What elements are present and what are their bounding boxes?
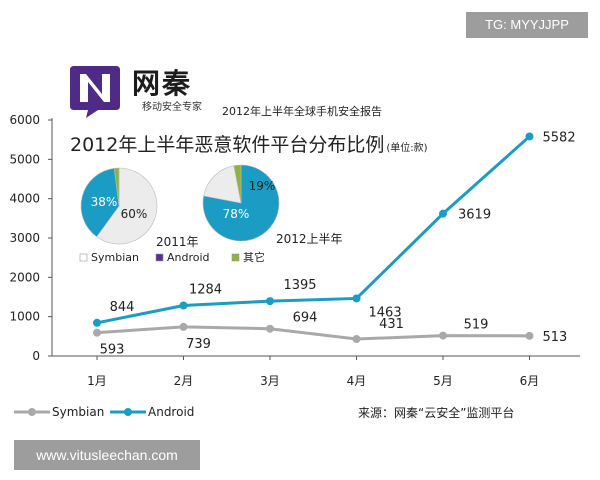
pie-legend-label: 其它: [243, 250, 265, 264]
report-title: 2012年上半年全球手机安全报告: [222, 105, 382, 118]
symbian-series-line: [96, 325, 530, 341]
chart-title-text: 2012年上半年恶意软件平台分布比例: [70, 134, 385, 156]
brand-slogan: 移动安全专家: [142, 102, 202, 113]
pie-legend-swatch: [155, 253, 164, 262]
pie-slice-其它: [233, 164, 242, 204]
pie-slice-label: 38%: [91, 195, 118, 209]
pie-slice-label: 60%: [121, 207, 148, 221]
y-tick-label: 6000: [9, 113, 40, 127]
x-tick-label: 3月: [260, 374, 280, 388]
android-point: [525, 132, 534, 141]
y-tick-label: 0: [32, 349, 40, 363]
pie-slice-label: 19%: [249, 179, 276, 193]
android-point: [266, 297, 274, 306]
x-tick-label: 5月: [433, 374, 453, 388]
android-legend-label: Android: [148, 405, 194, 419]
symbian-legend-label: Symbian: [52, 405, 104, 419]
symbian-data-label: 431: [379, 317, 404, 332]
pie-caption: 2012上半年: [276, 232, 343, 246]
pie-caption: 2011年: [156, 235, 199, 249]
x-tick-label: 1月: [87, 374, 107, 388]
y-tick-label: 5000: [9, 152, 40, 166]
android-point: [179, 301, 188, 310]
x-tick-label: 4月: [347, 374, 367, 388]
symbian-point: [179, 322, 188, 331]
symbian-legend-marker: [28, 408, 36, 416]
y-tick-label: 1000: [9, 310, 40, 324]
android-data-label: 1284: [189, 282, 222, 297]
y-tick-label: 4000: [9, 192, 40, 206]
android-point: [352, 294, 361, 303]
bottom-watermark-url: www.vitusleechan.com: [14, 440, 200, 470]
pie-slice-symbian: [203, 165, 242, 204]
chart-unit-label: (单位:款): [386, 143, 428, 154]
android-data-label: 844: [110, 300, 135, 315]
android-series-line: [96, 135, 531, 325]
symbian-data-label: 593: [100, 343, 125, 358]
android-data-label: 1463: [369, 305, 402, 320]
pie-slice-symbian: [96, 167, 158, 245]
android-data-label: 1395: [283, 278, 316, 293]
symbian-point: [266, 324, 274, 333]
pie-legend-label: Symbian: [91, 251, 139, 264]
y-tick-label: 2000: [9, 270, 40, 284]
pie-slice-android: [80, 167, 120, 238]
source-note: 来源：网秦“云安全”监测平台: [358, 406, 515, 420]
android-point: [93, 318, 101, 327]
android-data-label: 5582: [543, 130, 576, 145]
pie-slice-label: 78%: [223, 207, 250, 221]
chart-title: 2012年上半年恶意软件平台分布比例 (单位:款): [70, 130, 428, 157]
symbian-data-label: 694: [293, 311, 318, 326]
android-data-label: 3619: [458, 208, 491, 223]
symbian-point: [352, 335, 361, 344]
top-watermark-tag: TG: MYYJJPP: [466, 12, 588, 38]
symbian-data-label: 519: [464, 318, 489, 333]
symbian-data-label: 739: [186, 337, 211, 352]
pie-slice-其它: [113, 167, 120, 207]
y-tick-label: 3000: [9, 231, 40, 245]
x-tick-label: 2月: [174, 374, 194, 388]
android-legend-marker: [124, 408, 132, 416]
android-point: [439, 209, 447, 218]
symbian-data-label: 513: [543, 330, 568, 345]
symbian-point: [439, 331, 447, 340]
pie-legend-swatch: [79, 253, 88, 262]
symbian-point: [525, 331, 534, 340]
pie-legend-label: Android: [167, 251, 210, 264]
brand-name: 网秦: [132, 67, 193, 100]
netqin-logo-icon: [70, 66, 120, 118]
pie-legend-swatch: [231, 253, 240, 262]
symbian-point: [93, 328, 101, 337]
x-tick-label: 6月: [520, 374, 540, 388]
